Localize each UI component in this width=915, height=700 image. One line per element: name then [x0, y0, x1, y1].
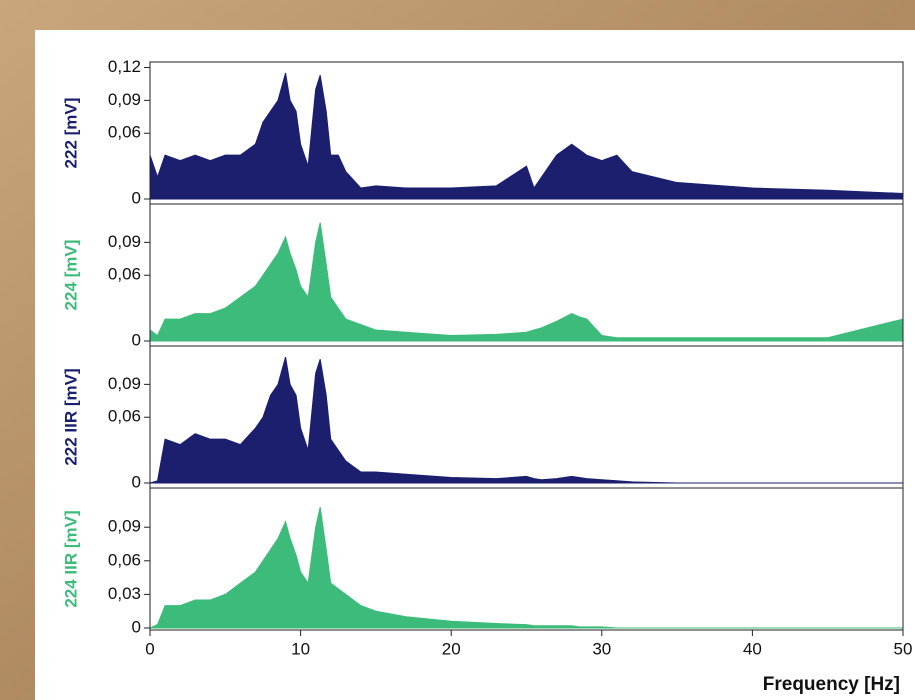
y-tick-label: 0,12 — [108, 57, 141, 76]
plot-frame — [149, 487, 904, 631]
y-tick-label: 0,06 — [108, 407, 141, 426]
y-tick-label: 0,09 — [108, 232, 141, 251]
y-tick-label: 0,09 — [108, 517, 141, 536]
panel — [35, 30, 915, 700]
y-tick-label: 0,09 — [108, 90, 141, 109]
y-tick-label: 0 — [132, 188, 141, 207]
x-tick-label: 10 — [291, 639, 310, 658]
y-tick-label: 0 — [132, 617, 141, 636]
y-tick-label: 0 — [132, 472, 141, 491]
y-tick-label: 0,06 — [108, 265, 141, 284]
y-tick-label: 0,09 — [108, 374, 141, 393]
y-tick-label: 0,03 — [108, 584, 141, 603]
spectrum-area — [149, 222, 904, 342]
x-tick-label: 0 — [145, 639, 154, 658]
spectrum-area — [149, 72, 904, 200]
x-tick-label: 40 — [743, 639, 762, 658]
y-axis-label: 222 [mV] — [61, 98, 80, 169]
x-tick-label: 20 — [442, 639, 461, 658]
y-axis-label: 224 [mV] — [61, 240, 80, 311]
y-tick-label: 0,06 — [108, 123, 141, 142]
y-tick-label: 0 — [132, 330, 141, 349]
y-axis-label: 222 IIR [mV] — [61, 368, 80, 465]
spectrum-area — [149, 356, 903, 484]
x-tick-label: 30 — [592, 639, 611, 658]
y-axis-label: 224 IIR [mV] — [61, 510, 80, 607]
y-tick-label: 0,06 — [108, 550, 141, 569]
x-axis-label: Frequency [Hz] — [763, 674, 900, 695]
spectrum-area — [149, 506, 903, 629]
x-tick-label: 50 — [894, 639, 913, 658]
